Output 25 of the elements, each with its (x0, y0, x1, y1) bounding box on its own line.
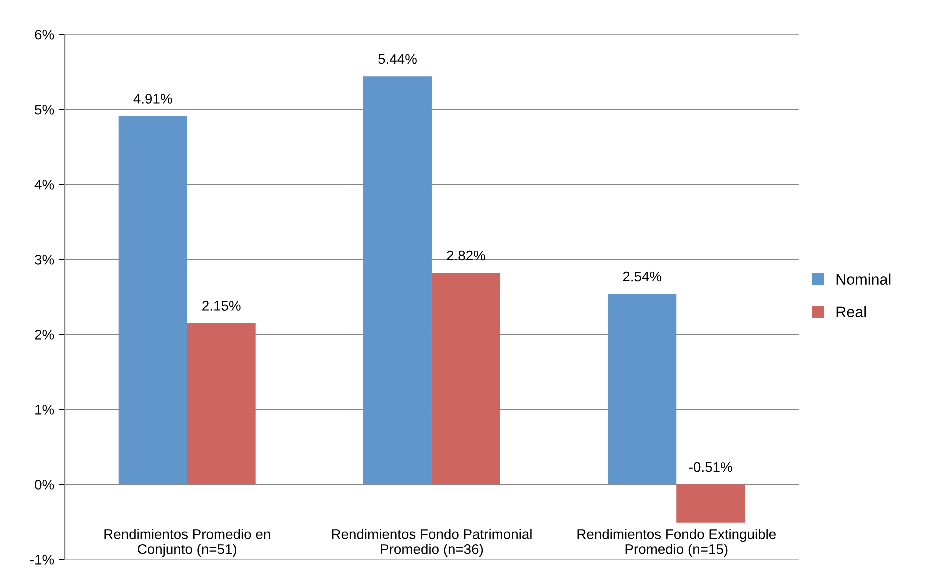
bar (676, 484, 746, 523)
data-label: 2.54% (623, 272, 662, 282)
y-tick-label: 0% (35, 480, 54, 490)
legend-label: Real (836, 306, 866, 318)
x-tick-label: Rendimientos Promedio en Conjunto (n=51) (104, 529, 270, 558)
data-label: 4.91% (134, 94, 172, 104)
x-tick-label: Rendimientos Fondo Patrimonial Promedio (n=36) (332, 529, 532, 558)
y-tick-label: 3% (35, 254, 54, 265)
bar (363, 76, 432, 485)
bar (432, 273, 500, 485)
y-tick-label: 5% (35, 105, 54, 115)
data-label: 2.15% (202, 301, 241, 311)
data-label: 2.82% (447, 250, 486, 261)
legend-label: Nominal (836, 274, 891, 285)
x-tick-label: Rendimientos Fondo Extinguible Promedio (n=15) (578, 529, 776, 558)
bar (118, 116, 188, 485)
y-tick-label: -1% (30, 555, 54, 565)
bar (187, 323, 256, 485)
bar (608, 294, 677, 485)
data-label: 5.44% (378, 54, 417, 64)
y-tick-label: 1% (36, 405, 54, 415)
y-tick-label: 6% (35, 30, 54, 40)
y-tick-label: 2% (35, 330, 54, 340)
y-tick-label: 4% (34, 180, 54, 190)
data-label: -0.51% (689, 462, 732, 472)
